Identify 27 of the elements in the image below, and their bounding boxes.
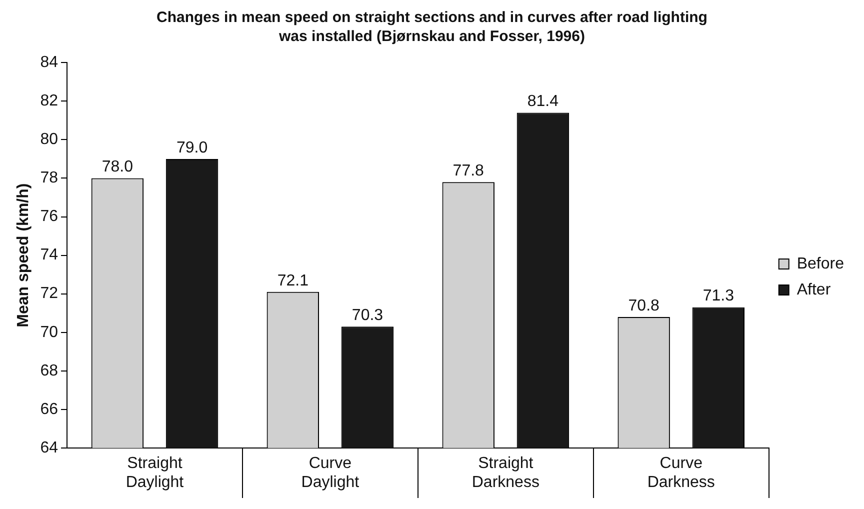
data-label: 78.0	[102, 158, 134, 176]
data-label: 70.3	[352, 307, 384, 324]
y-tick-label: 70	[40, 324, 58, 341]
y-tick-label: 80	[40, 131, 58, 148]
y-axis-title: Mean speed (km/h)	[15, 183, 32, 328]
y-tick-label: 72	[40, 285, 58, 302]
x-tick-label: Curve Darkness	[647, 455, 715, 492]
y-tick-label: 68	[40, 362, 58, 380]
y-tick-label: 78	[40, 170, 58, 187]
data-label: 79.0	[176, 139, 208, 156]
y-tick-label: 66	[40, 400, 58, 418]
data-label: 72.1	[277, 272, 309, 290]
x-tick-label: Curve Daylight	[301, 455, 360, 492]
y-tick-label: 82	[40, 92, 58, 110]
x-tick-label: Straight Daylight	[126, 455, 184, 492]
data-label: 71.3	[702, 288, 734, 305]
legend-label: Before	[796, 255, 844, 272]
data-label: 81.4	[527, 93, 559, 110]
y-tick-label: 64	[40, 439, 58, 456]
chart-title: Changes in mean speed on straight sections and in curves after road lighting was installed (Bjørnskau and Fosser, 1996)	[156, 8, 708, 47]
y-tick-label: 74	[40, 246, 58, 264]
data-label: 77.8	[452, 162, 484, 180]
x-tick-label: Straight Darkness	[472, 455, 540, 492]
legend-label: After	[796, 281, 832, 298]
y-tick-label: 84	[40, 54, 58, 72]
data-label: 70.8	[628, 297, 660, 314]
y-tick-label: 76	[40, 208, 58, 226]
